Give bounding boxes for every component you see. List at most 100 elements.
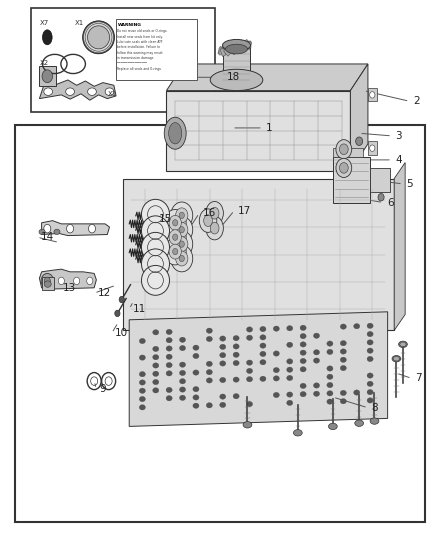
- Text: before installation. Failure to: before installation. Failure to: [117, 45, 160, 50]
- Ellipse shape: [314, 391, 320, 397]
- Bar: [234, 41, 241, 48]
- Ellipse shape: [44, 224, 51, 233]
- Ellipse shape: [176, 237, 188, 252]
- Ellipse shape: [87, 277, 93, 285]
- Ellipse shape: [141, 249, 170, 279]
- Ellipse shape: [286, 326, 293, 331]
- Ellipse shape: [220, 377, 226, 383]
- Ellipse shape: [139, 355, 145, 360]
- Ellipse shape: [300, 367, 306, 372]
- Ellipse shape: [247, 335, 253, 341]
- Ellipse shape: [370, 145, 375, 151]
- Ellipse shape: [88, 26, 110, 49]
- Ellipse shape: [273, 367, 279, 373]
- Ellipse shape: [206, 402, 212, 408]
- Ellipse shape: [293, 430, 302, 436]
- Bar: [15, 125, 425, 522]
- Ellipse shape: [171, 216, 193, 243]
- Ellipse shape: [88, 88, 96, 95]
- Ellipse shape: [166, 354, 172, 359]
- Ellipse shape: [169, 230, 181, 245]
- Polygon shape: [39, 80, 116, 100]
- Ellipse shape: [206, 336, 212, 342]
- Bar: [42, 277, 54, 290]
- Ellipse shape: [220, 361, 226, 366]
- Ellipse shape: [66, 88, 74, 95]
- Ellipse shape: [41, 273, 53, 288]
- Text: 14: 14: [41, 232, 54, 242]
- Ellipse shape: [340, 399, 346, 404]
- Ellipse shape: [273, 392, 279, 398]
- Bar: [39, 66, 56, 86]
- Ellipse shape: [171, 202, 193, 229]
- Bar: [223, 44, 230, 51]
- Ellipse shape: [44, 88, 53, 95]
- Ellipse shape: [166, 387, 172, 393]
- Ellipse shape: [180, 378, 186, 384]
- Ellipse shape: [327, 349, 333, 354]
- Ellipse shape: [193, 395, 199, 400]
- Text: X1: X1: [74, 20, 84, 26]
- Ellipse shape: [327, 366, 333, 371]
- Ellipse shape: [153, 363, 159, 368]
- Ellipse shape: [328, 423, 337, 430]
- Ellipse shape: [206, 216, 223, 240]
- Text: 12: 12: [98, 288, 111, 298]
- Ellipse shape: [119, 296, 124, 303]
- Ellipse shape: [273, 326, 279, 332]
- Ellipse shape: [220, 336, 226, 341]
- Ellipse shape: [42, 30, 52, 45]
- Ellipse shape: [179, 255, 184, 262]
- Text: 2: 2: [413, 96, 420, 106]
- Ellipse shape: [286, 367, 293, 373]
- Text: WARNING: WARNING: [118, 23, 142, 27]
- Ellipse shape: [180, 345, 186, 351]
- Ellipse shape: [314, 350, 320, 355]
- Bar: [224, 48, 230, 56]
- Ellipse shape: [260, 343, 266, 348]
- Ellipse shape: [139, 338, 145, 344]
- Ellipse shape: [247, 368, 253, 374]
- Ellipse shape: [378, 193, 384, 201]
- Ellipse shape: [164, 209, 186, 236]
- Text: 4: 4: [396, 155, 402, 165]
- Ellipse shape: [260, 335, 266, 340]
- Text: Install new seals from kit only.: Install new seals from kit only.: [117, 35, 163, 39]
- Ellipse shape: [286, 342, 293, 348]
- Ellipse shape: [353, 324, 360, 329]
- Ellipse shape: [300, 350, 306, 356]
- Ellipse shape: [206, 328, 212, 333]
- Ellipse shape: [370, 418, 379, 424]
- Ellipse shape: [166, 346, 172, 351]
- Text: X1: X1: [107, 91, 117, 96]
- Ellipse shape: [339, 163, 348, 173]
- Text: 6: 6: [387, 198, 393, 207]
- Ellipse shape: [327, 399, 333, 405]
- Ellipse shape: [370, 92, 375, 98]
- Text: 7: 7: [415, 374, 422, 383]
- Ellipse shape: [139, 372, 145, 377]
- Ellipse shape: [243, 422, 252, 428]
- Polygon shape: [370, 168, 390, 192]
- Ellipse shape: [247, 327, 253, 332]
- Ellipse shape: [286, 375, 293, 381]
- Text: Replace all seals and O-rings: Replace all seals and O-rings: [117, 67, 161, 71]
- Ellipse shape: [233, 335, 239, 341]
- Ellipse shape: [58, 277, 64, 285]
- Ellipse shape: [105, 88, 114, 95]
- Ellipse shape: [83, 21, 114, 54]
- Text: 16: 16: [203, 208, 216, 218]
- Ellipse shape: [206, 201, 223, 225]
- Text: 17: 17: [238, 206, 251, 215]
- Text: Do not reuse old seals or O-rings.: Do not reuse old seals or O-rings.: [117, 29, 168, 34]
- Ellipse shape: [176, 251, 188, 266]
- Bar: [244, 39, 249, 48]
- Ellipse shape: [193, 386, 199, 392]
- Ellipse shape: [367, 373, 373, 378]
- Ellipse shape: [169, 244, 181, 259]
- Ellipse shape: [286, 400, 293, 406]
- Text: 8: 8: [371, 403, 378, 413]
- Ellipse shape: [210, 69, 263, 91]
- Ellipse shape: [367, 340, 373, 345]
- Ellipse shape: [247, 376, 253, 382]
